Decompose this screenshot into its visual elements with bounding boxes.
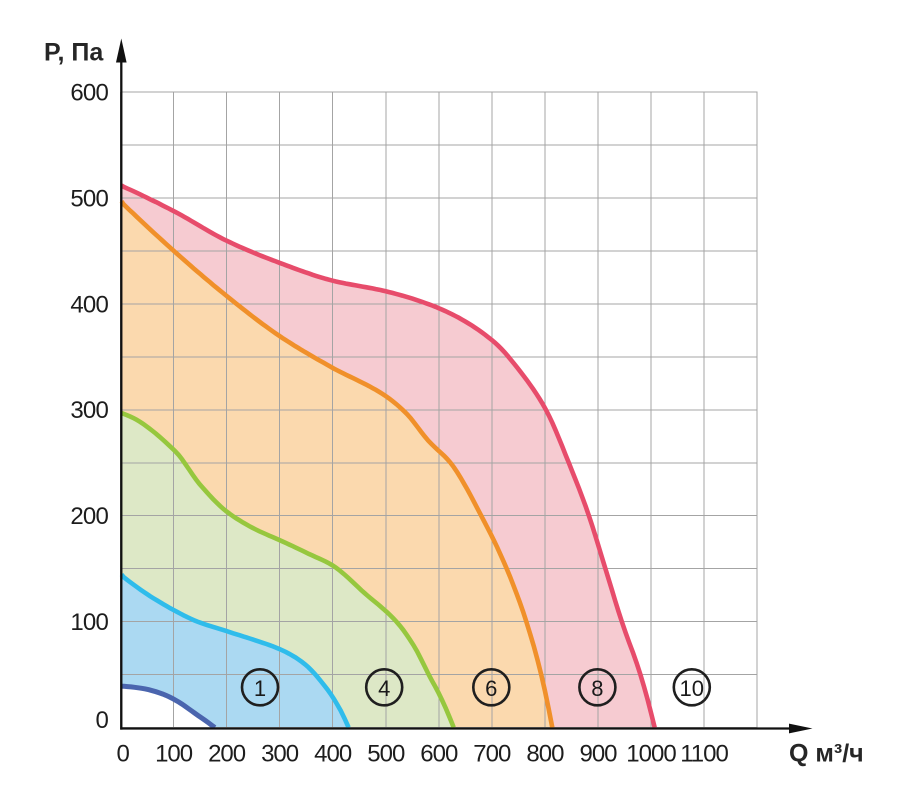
svg-text:400: 400 — [70, 291, 108, 318]
svg-text:Q м³/ч: Q м³/ч — [789, 740, 864, 768]
svg-text:600: 600 — [420, 741, 458, 768]
svg-text:800: 800 — [526, 741, 564, 768]
svg-text:P, Па: P, Па — [44, 39, 104, 67]
svg-text:900: 900 — [579, 741, 617, 768]
svg-text:8: 8 — [591, 676, 603, 701]
svg-text:500: 500 — [367, 741, 405, 768]
svg-text:700: 700 — [473, 741, 511, 768]
svg-text:300: 300 — [70, 397, 108, 424]
svg-text:6: 6 — [485, 676, 497, 701]
svg-text:4: 4 — [378, 676, 390, 701]
svg-text:100: 100 — [70, 609, 108, 636]
svg-text:1: 1 — [254, 676, 266, 701]
svg-text:300: 300 — [261, 741, 299, 768]
svg-text:200: 200 — [208, 741, 246, 768]
svg-text:500: 500 — [70, 185, 108, 212]
svg-text:10: 10 — [680, 676, 704, 701]
svg-text:200: 200 — [70, 503, 108, 530]
svg-text:100: 100 — [155, 741, 193, 768]
svg-text:400: 400 — [314, 741, 352, 768]
svg-text:1000: 1000 — [626, 741, 676, 768]
svg-text:0: 0 — [117, 741, 130, 768]
svg-text:1100: 1100 — [680, 741, 728, 768]
svg-text:600: 600 — [70, 80, 108, 107]
svg-text:0: 0 — [95, 707, 108, 734]
